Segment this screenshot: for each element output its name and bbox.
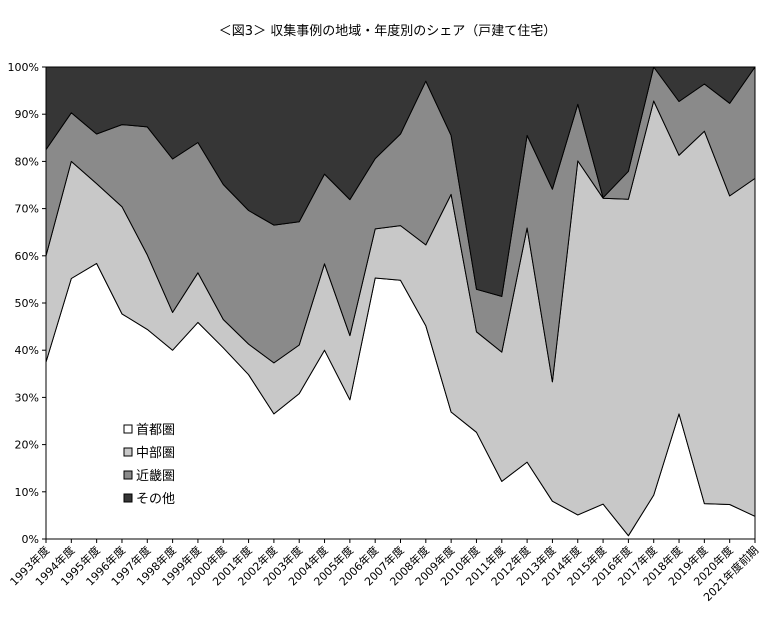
legend-swatch: [123, 424, 133, 434]
y-tick-label: 90%: [15, 108, 39, 121]
y-tick-label: 30%: [15, 391, 39, 404]
legend-label: その他: [136, 492, 175, 507]
legend-swatch: [123, 470, 133, 480]
y-tick-labels: 0% 10% 20% 30% 40% 50% 60% 70% 80% 90% 100%: [8, 61, 39, 546]
y-tick-label: 40%: [15, 344, 39, 357]
y-tick-label: 100%: [8, 61, 39, 74]
legend-label: 近畿圏: [136, 469, 175, 484]
y-tick-label: 80%: [15, 155, 39, 168]
y-tick-label: 70%: [15, 203, 39, 216]
y-tick-label: 0%: [22, 533, 39, 546]
legend-swatch: [123, 493, 133, 503]
legend-swatch: [123, 447, 133, 457]
y-tick-label: 20%: [15, 439, 39, 452]
chart-title: ＜図3＞ 収集事例の地域・年度別のシェア（戸建て住宅）: [218, 24, 557, 39]
y-tick-label: 50%: [15, 297, 39, 310]
legend-label: 首都圏: [136, 423, 175, 438]
axes-group: [42, 66, 756, 543]
x-tick-labels: 1993年度1994年度1995年度1996年度1997年度1998年度1999…: [7, 543, 761, 604]
y-tick-label: 10%: [15, 486, 39, 499]
y-tick-label: 60%: [15, 250, 39, 263]
legend-label: 中部圏: [136, 446, 175, 461]
